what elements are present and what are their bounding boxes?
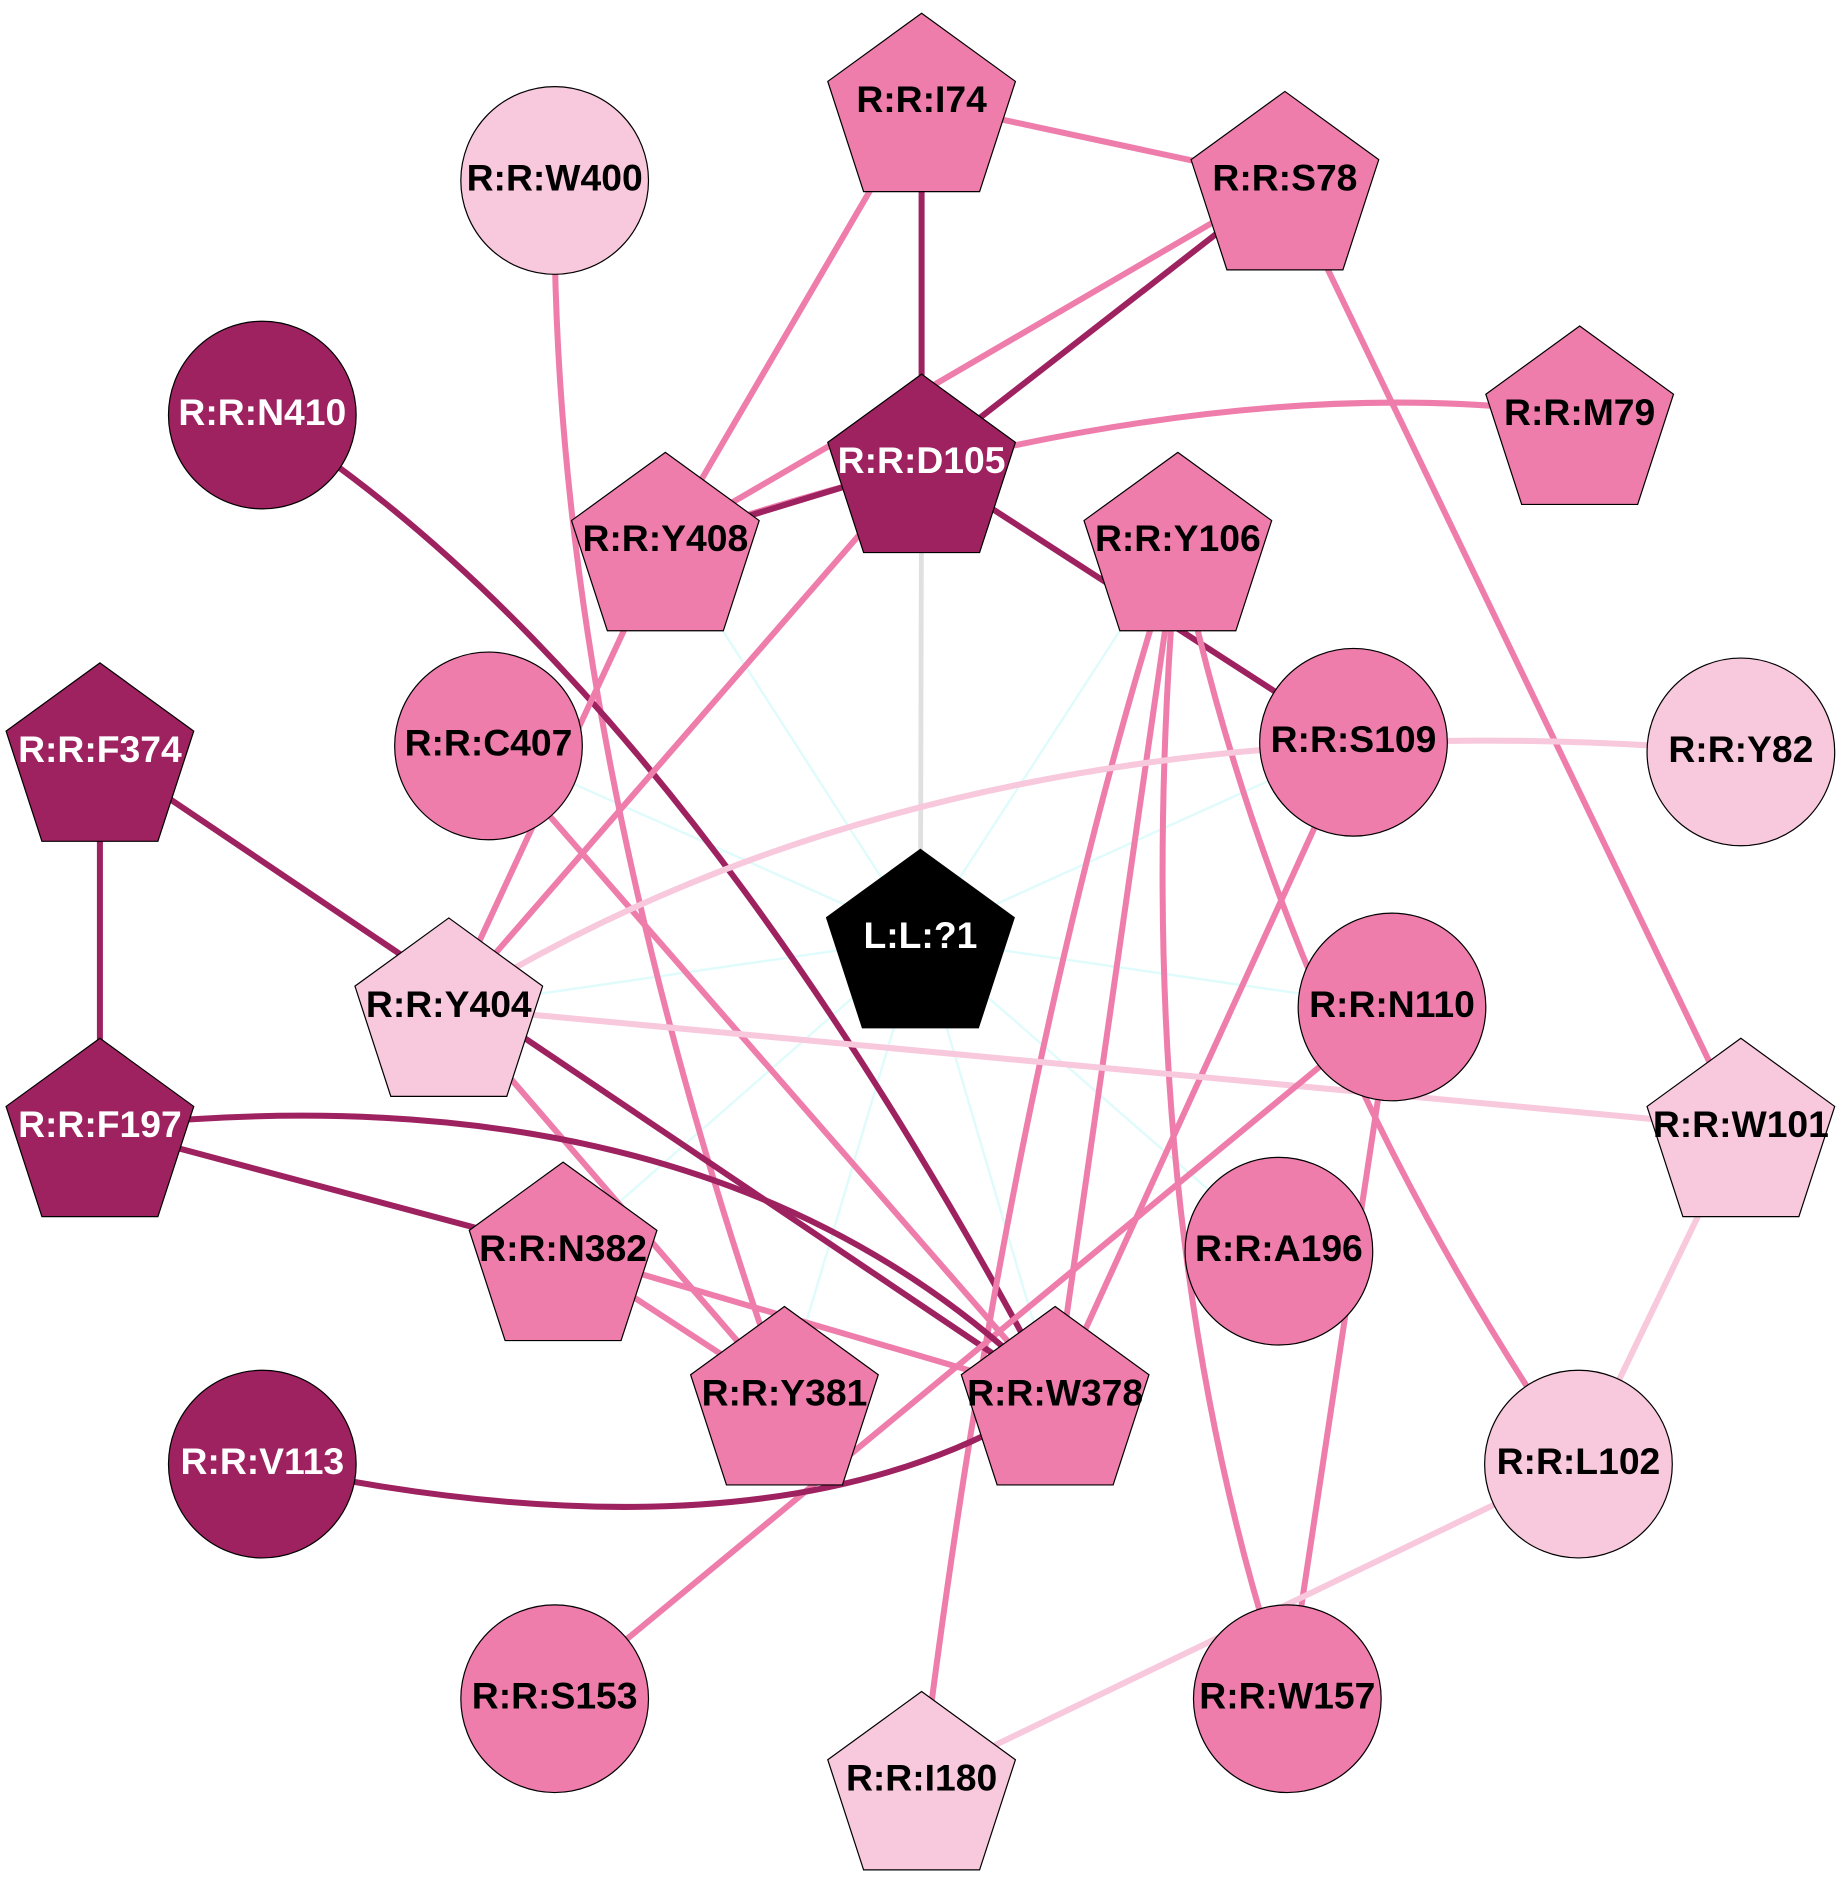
node-label: R:R:Y404 [366,983,532,1025]
edge [446,461,924,1009]
edge [1284,1006,1395,1700]
edge [261,1393,1057,1510]
residue-node [1484,1369,1673,1559]
residue-node [570,451,760,632]
node-label: R:R:Y106 [1095,517,1261,559]
residue-node [1646,657,1836,847]
residue-node [827,1690,1017,1871]
nodes: L:L:?1 R:R:I74 R:R:S78 R:R:W400 R:R:N410 R:R:… [5,12,1836,1871]
residue-node [167,1369,357,1559]
edge [448,1003,1742,1131]
node-label: R:R:D105 [838,439,1006,481]
node-label: R:R:S109 [1271,718,1437,760]
edge [663,177,1287,544]
residue-node [460,86,650,275]
node-label: L:L:?1 [863,914,977,956]
residue-node [167,320,357,510]
residue-node [1646,1037,1836,1218]
node-label: R:R:N410 [178,391,346,433]
residue-node [960,1305,1150,1486]
node-label: R:R:I74 [856,78,987,120]
residue-node [1192,1604,1382,1794]
residue-node [827,12,1017,193]
ligand-node [825,848,1015,1029]
edge [447,737,1742,1010]
node-label: R:R:W378 [967,1371,1143,1413]
node-label: R:R:W400 [467,156,643,198]
node-label: R:R:N110 [1309,983,1475,1025]
node-label: R:R:Y381 [702,1371,868,1413]
node-label: R:R:F374 [18,728,182,770]
residue-node [1190,90,1380,271]
residue-node [689,1305,879,1486]
residue-node [460,1604,650,1794]
node-label: R:R:V113 [180,1440,344,1482]
residue-node [827,373,1017,554]
edge [918,540,1181,1781]
edge [551,180,788,1397]
residue-node [5,662,195,842]
edge [486,743,1058,1398]
residue-node [1083,451,1273,632]
node-label: R:R:N382 [479,1227,647,1269]
edge [1282,179,1744,1129]
residue-node [5,1037,195,1218]
residue-node [1259,647,1448,837]
residue-node [1184,1156,1374,1346]
node-label: R:R:A196 [1195,1227,1363,1269]
node-label: R:R:W157 [1199,1675,1375,1717]
residue-node [1297,912,1487,1102]
residue-node [394,651,583,841]
edge [1159,541,1291,1700]
residue-node [1485,325,1675,506]
edge [1052,540,1181,1396]
node-label: R:R:S78 [1212,156,1357,198]
edge [552,1004,1394,1702]
node-label: R:R:F197 [18,1103,182,1145]
edge [99,1112,1058,1398]
node-label: R:R:W101 [1653,1103,1829,1145]
edge [98,749,1057,1399]
residue-node [354,917,544,1097]
residue-node [468,1161,658,1342]
edge [1052,741,1357,1397]
node-label: R:R:C407 [405,722,573,764]
node-label: R:R:I180 [846,1756,997,1798]
node-label: R:R:M79 [1504,391,1655,433]
node-label: R:R:L102 [1497,1440,1661,1482]
edge [260,412,1058,1397]
node-label: R:R:S153 [472,1675,638,1717]
node-label: R:R:Y408 [582,517,748,559]
node-label: R:R:Y82 [1668,728,1813,770]
